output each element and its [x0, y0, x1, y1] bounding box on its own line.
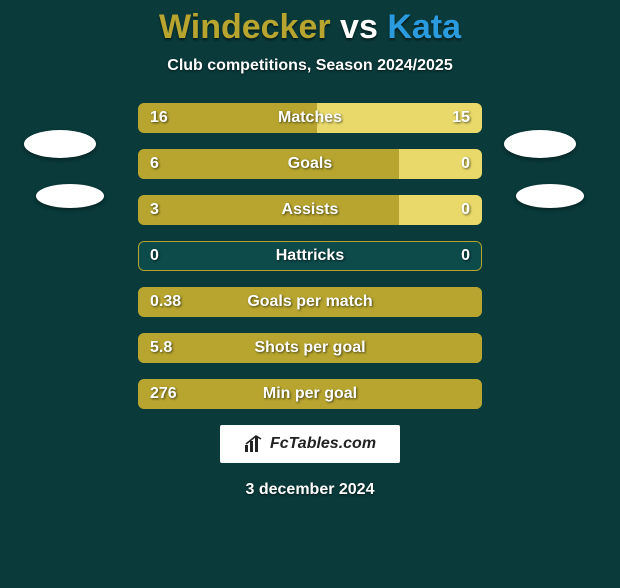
site-logo-text: FcTables.com	[270, 435, 376, 453]
date-text: 3 december 2024	[0, 481, 620, 499]
stat-label: Min per goal	[138, 379, 482, 409]
comparison-title: Windecker vs Kata	[0, 8, 620, 47]
stat-label: Goals	[138, 149, 482, 179]
player1-badge-0	[24, 130, 96, 158]
stat-row-min-per-goal: 276Min per goal	[138, 379, 482, 409]
stat-value-right: 0	[461, 149, 470, 179]
stat-label: Assists	[138, 195, 482, 225]
stat-label: Matches	[138, 103, 482, 133]
stat-row-assists: 3Assists0	[138, 195, 482, 225]
title-player2: Kata	[387, 8, 461, 46]
stat-row-hattricks: 0Hattricks0	[138, 241, 482, 271]
player2-badge-1	[516, 184, 584, 208]
player1-badge-1	[36, 184, 104, 208]
stat-label: Goals per match	[138, 287, 482, 317]
stat-value-right: 0	[461, 195, 470, 225]
player2-badge-0	[504, 130, 576, 158]
stat-row-goals-per-match: 0.38Goals per match	[138, 287, 482, 317]
stat-label: Shots per goal	[138, 333, 482, 363]
stat-label: Hattricks	[138, 241, 482, 271]
stat-row-matches: 16Matches15	[138, 103, 482, 133]
stat-value-right: 0	[461, 241, 470, 271]
stats-container: 16Matches156Goals03Assists00Hattricks00.…	[138, 103, 482, 409]
title-player1: Windecker	[159, 8, 331, 46]
chart-icon	[244, 435, 264, 453]
site-logo: FcTables.com	[220, 425, 400, 463]
stat-row-goals: 6Goals0	[138, 149, 482, 179]
subtitle: Club competitions, Season 2024/2025	[0, 57, 620, 75]
stat-row-shots-per-goal: 5.8Shots per goal	[138, 333, 482, 363]
stat-value-right: 15	[452, 103, 470, 133]
title-vs: vs	[331, 8, 388, 46]
